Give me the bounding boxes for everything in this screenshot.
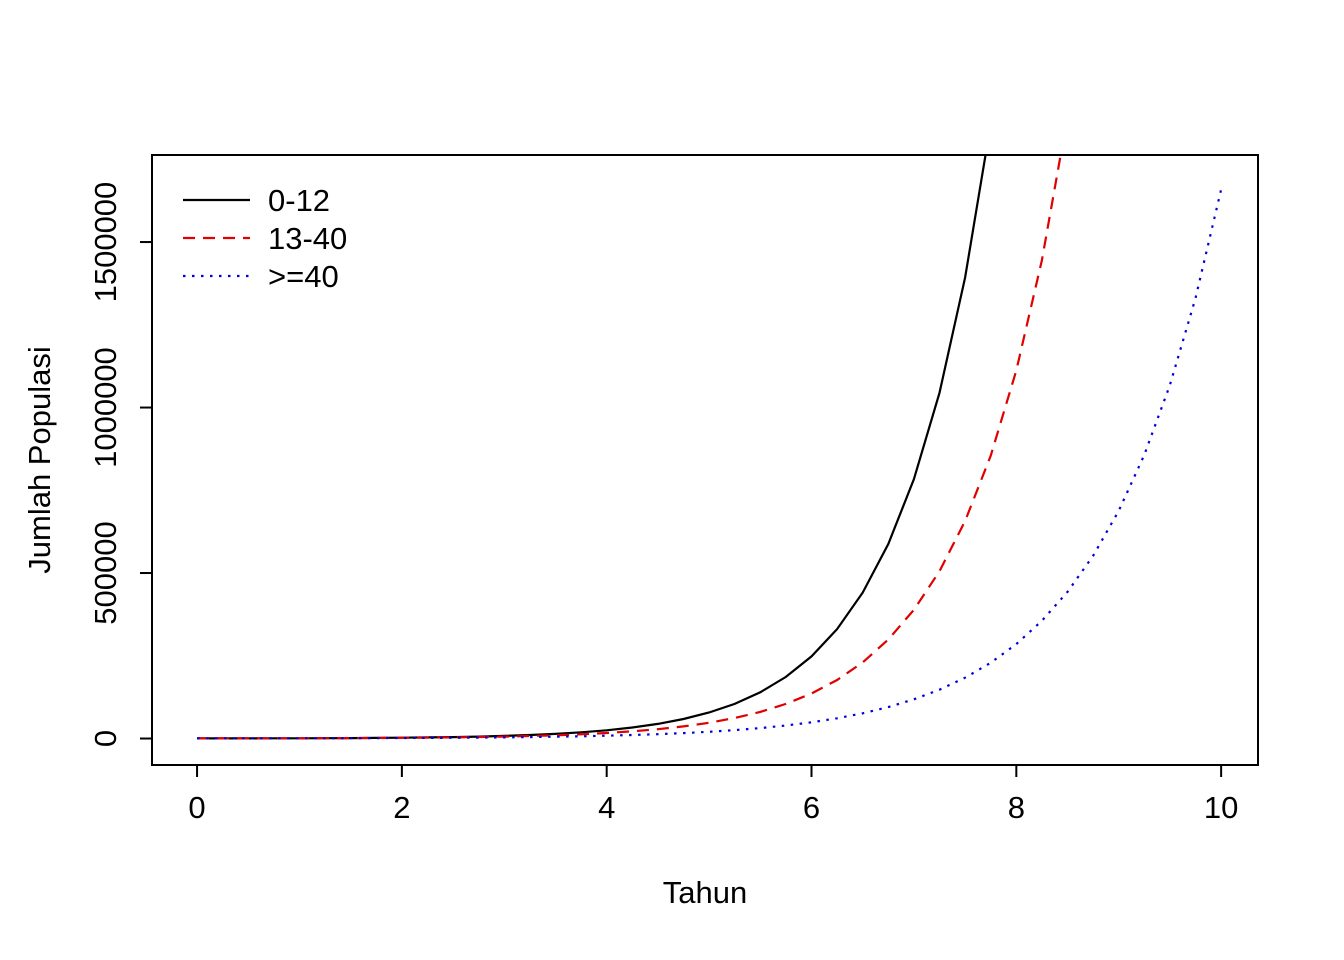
x-tick-label: 4 <box>598 790 615 825</box>
x-tick-label: 2 <box>393 790 410 825</box>
series-lines <box>197 155 1223 740</box>
y-axis-ticks: 0 500000 1000000 1500000 <box>88 182 152 747</box>
y-tick-label: 500000 <box>88 521 123 624</box>
x-tick-label: 0 <box>188 790 205 825</box>
x-tick-label: 6 <box>803 790 820 825</box>
x-axis-title: Tahun <box>663 875 747 910</box>
legend-label-0: 0-12 <box>268 183 330 218</box>
series-line-0 <box>197 155 987 740</box>
plot-box <box>151 154 1259 766</box>
x-tick-label: 8 <box>1008 790 1025 825</box>
legend-label-2: >=40 <box>268 259 339 294</box>
legend-label-1: 13-40 <box>268 221 347 256</box>
y-tick-label: 0 <box>88 730 123 747</box>
x-axis-ticks: 0 2 4 6 8 10 <box>188 765 1238 825</box>
y-tick-label: 1500000 <box>88 182 123 303</box>
y-axis-title: Jumlah Populasi <box>22 346 57 573</box>
y-tick-label: 1000000 <box>88 347 123 468</box>
series-line-2 <box>197 189 1223 740</box>
x-tick-label: 10 <box>1204 790 1238 825</box>
